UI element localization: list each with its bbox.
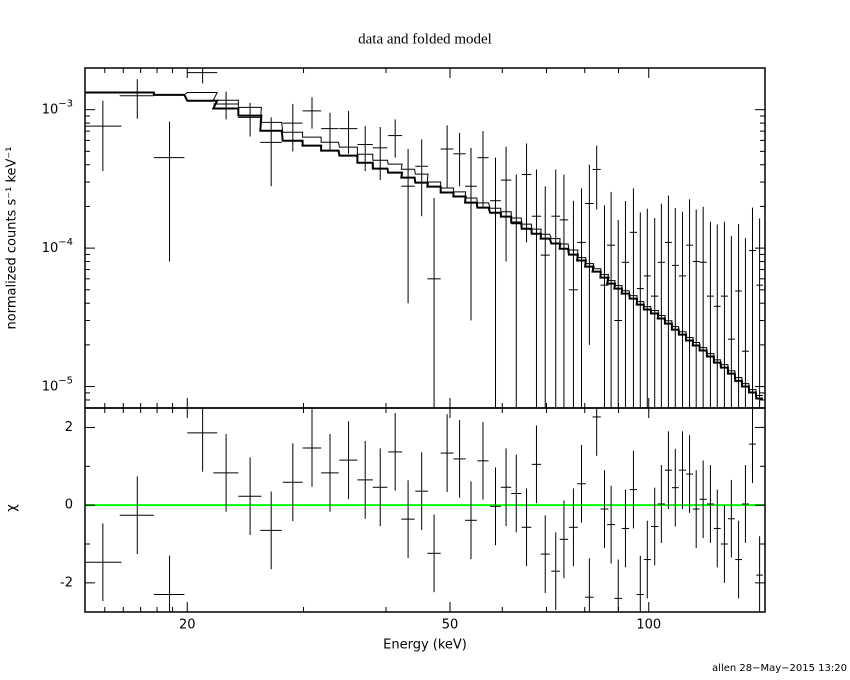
y-tick-exponent: −5 xyxy=(58,376,73,387)
model-step-line xyxy=(85,92,763,397)
x-tick-label: 20 xyxy=(179,618,196,633)
y-tick-label: 10−4 xyxy=(42,237,73,256)
y-axis-label: normalized counts s⁻¹ keV⁻¹ xyxy=(5,147,20,330)
y-tick-label: 10−5 xyxy=(42,376,73,395)
bottom-plot xyxy=(85,408,765,612)
y-tick-exponent: −3 xyxy=(58,99,73,110)
y-tick-label: 10−3 xyxy=(42,99,73,118)
top-plot xyxy=(85,68,763,408)
x-tick-label: 100 xyxy=(636,618,661,633)
y-tick-base: 10 xyxy=(42,241,59,256)
x-axis-label: Energy (keV) xyxy=(383,638,467,653)
y-axis-label: χ xyxy=(5,504,20,512)
plot-frame xyxy=(84,407,766,613)
x-tick-label: 50 xyxy=(442,618,459,633)
y-tick-exponent: −4 xyxy=(58,237,73,248)
y-tick-label: 2 xyxy=(65,420,73,435)
chart-title: data and folded model xyxy=(358,31,492,47)
y-tick-label: 0 xyxy=(65,498,73,513)
y-tick-label: -2 xyxy=(60,575,73,590)
footer: allen 28−May−2015 13:20 xyxy=(712,663,847,674)
y-tick-base: 10 xyxy=(42,379,59,394)
y-tick-base: 10 xyxy=(42,102,59,117)
model-step-line xyxy=(85,91,763,400)
